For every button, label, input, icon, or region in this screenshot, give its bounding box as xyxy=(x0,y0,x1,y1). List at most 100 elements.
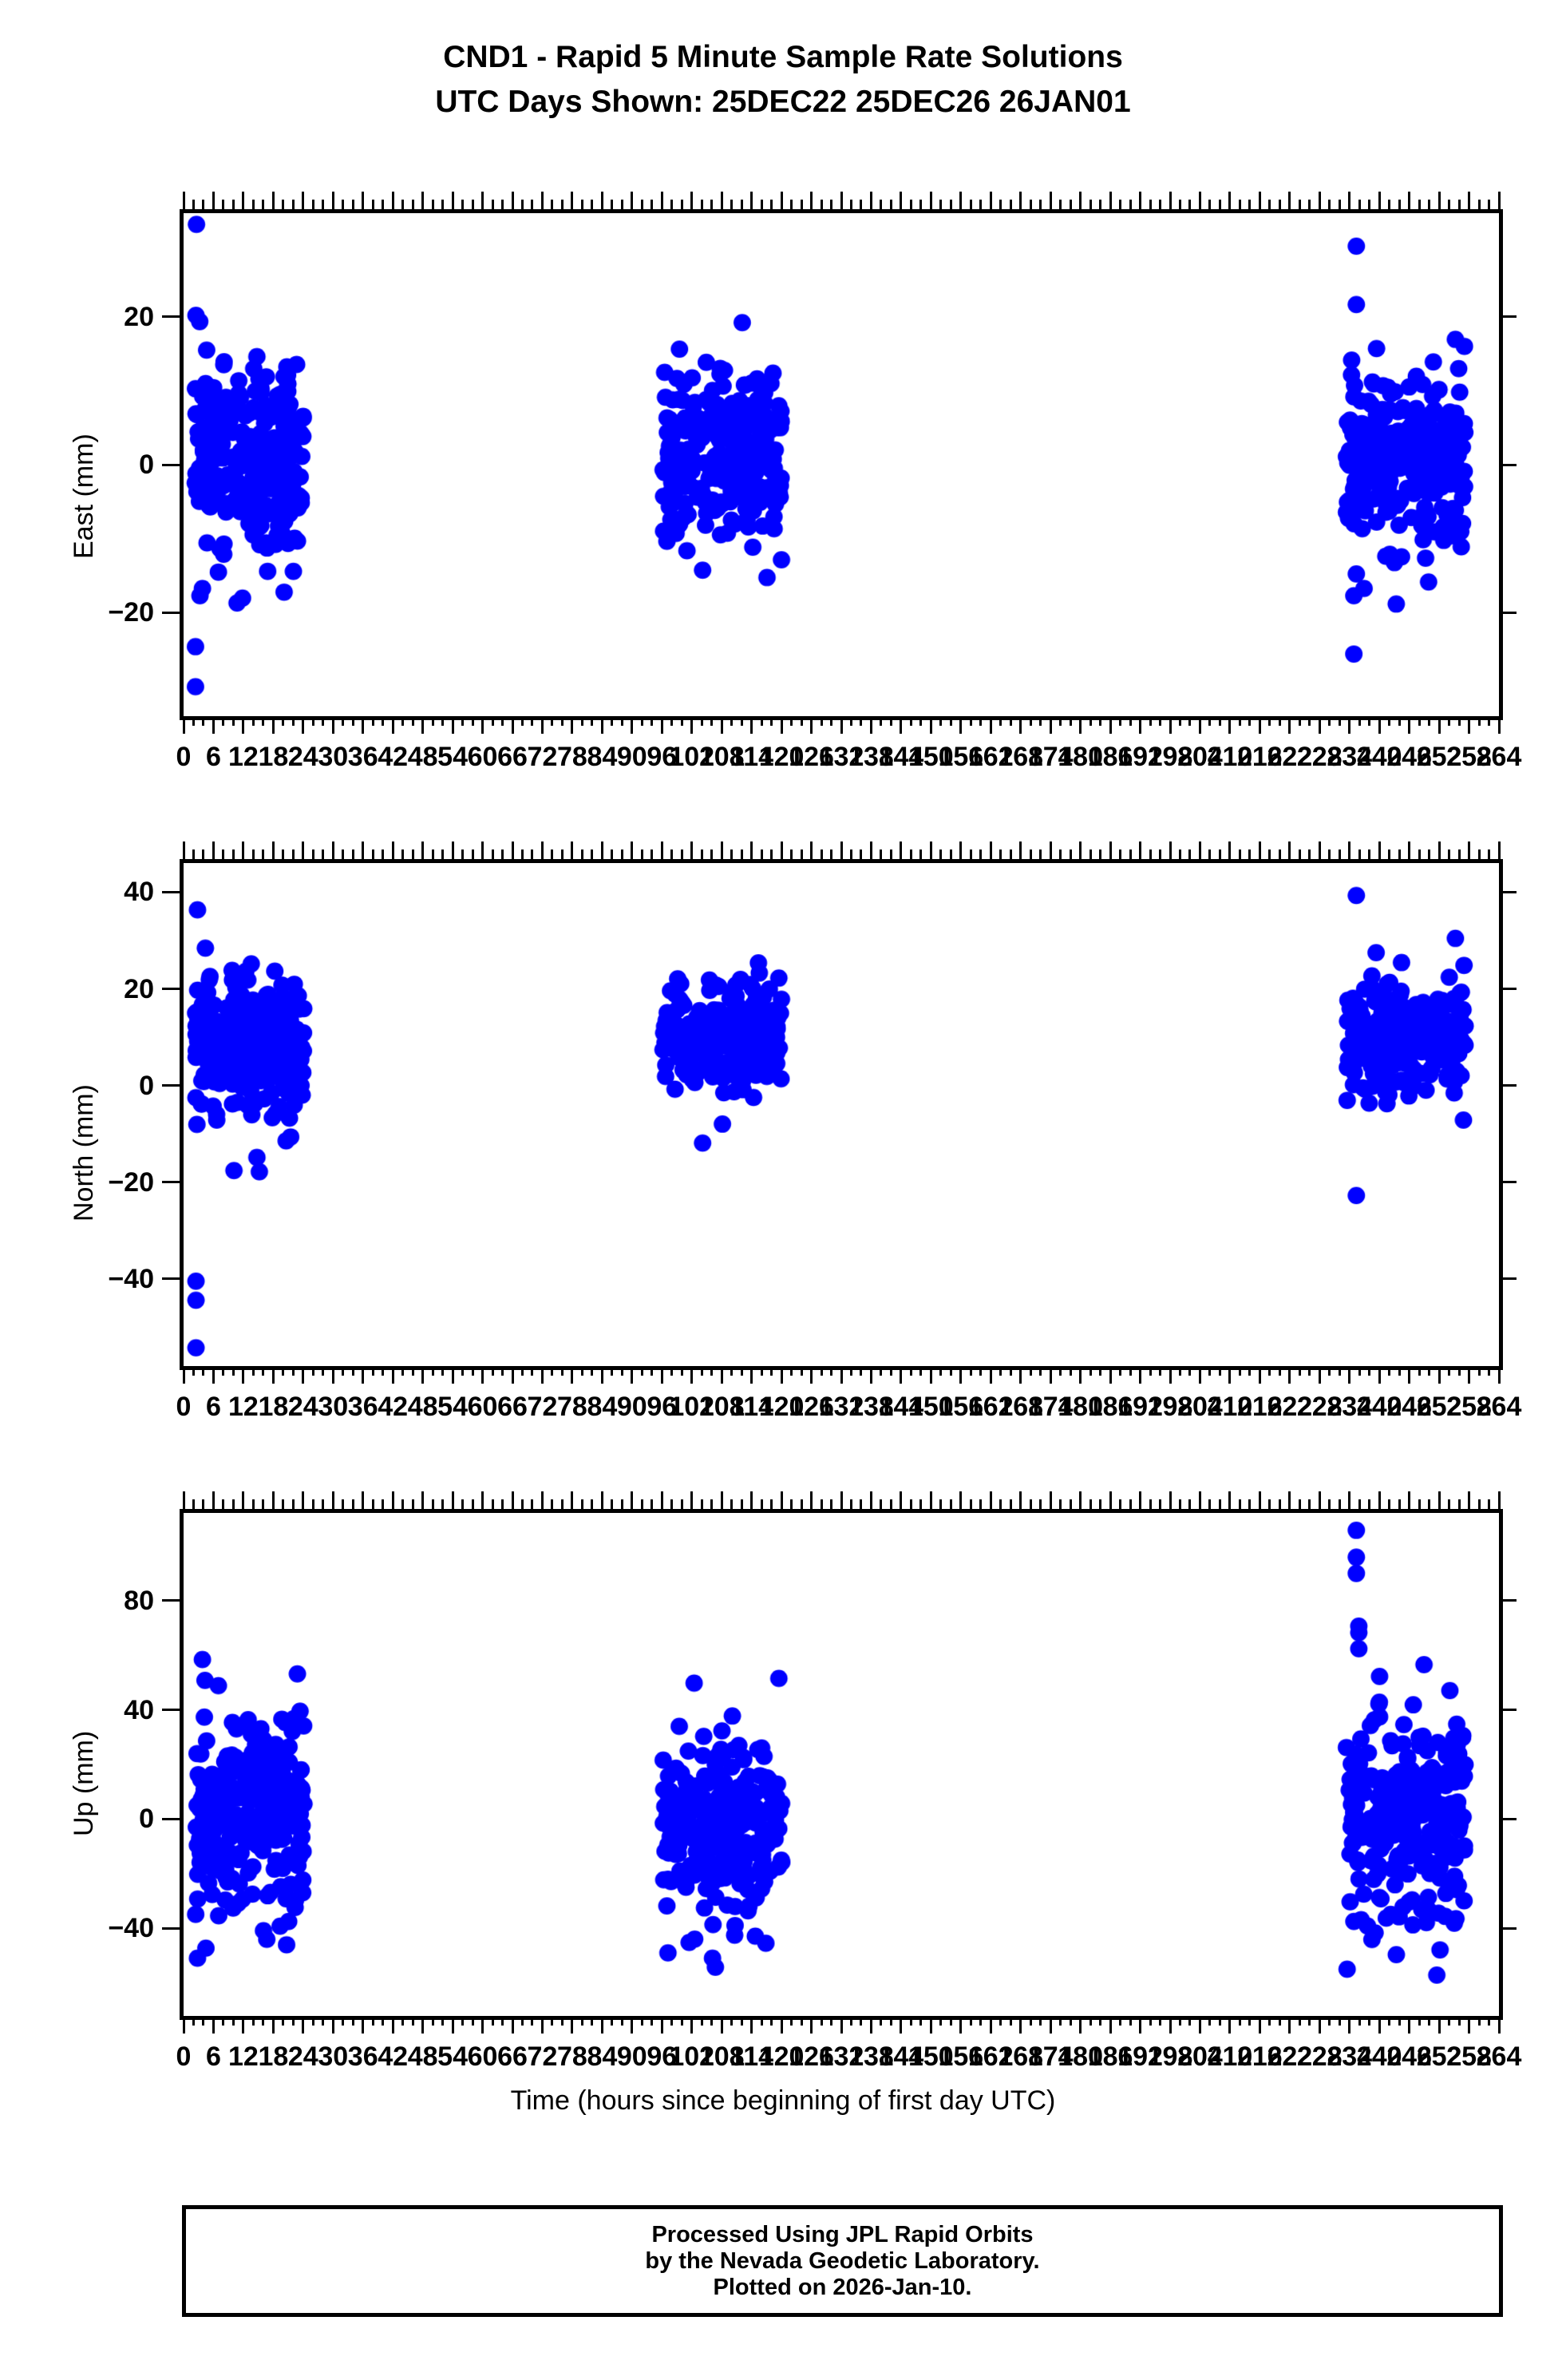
footer-credit-box: Processed Using JPL Rapid Orbits by the … xyxy=(182,2205,1503,2317)
x-tick-top xyxy=(1069,200,1072,209)
x-tick-label: 6 xyxy=(205,1392,221,1422)
x-tick-top xyxy=(919,849,923,859)
x-tick-top xyxy=(1497,192,1501,209)
x-tick-top xyxy=(1129,1499,1132,1509)
x-tick-top xyxy=(331,192,334,209)
x-tick-top xyxy=(949,200,952,209)
x-tick-top xyxy=(929,1491,932,1509)
y-tick-left xyxy=(162,1599,180,1602)
x-tick-top xyxy=(979,200,983,209)
x-tick-top xyxy=(501,200,504,209)
x-tick-label: 240 xyxy=(1356,2041,1402,2072)
x-tick-top xyxy=(830,1499,832,1509)
x-tick-top xyxy=(800,200,803,209)
x-tick-top xyxy=(600,842,603,859)
x-tick-top xyxy=(869,1491,872,1509)
x-tick-top xyxy=(640,1499,643,1509)
x-tick-top xyxy=(531,200,534,209)
x-tick-top xyxy=(830,200,832,209)
x-tick-label: 18 xyxy=(258,742,289,772)
x-tick-top xyxy=(1468,1491,1471,1509)
x-tick-top xyxy=(1109,842,1112,859)
x-tick-label: 216 xyxy=(1236,1392,1283,1422)
x-tick-label: 60 xyxy=(467,1392,498,1422)
x-tick-top xyxy=(740,200,743,209)
x-tick-top xyxy=(1477,849,1481,859)
x-tick-top xyxy=(251,1499,255,1509)
x-tick-top xyxy=(431,1499,434,1509)
x-tick-label: 258 xyxy=(1446,742,1492,772)
x-tick-top xyxy=(591,200,594,209)
scatter-canvas-up xyxy=(184,1513,1499,2016)
x-tick-label: 138 xyxy=(848,1392,894,1422)
x-tick-top xyxy=(1188,849,1192,859)
x-tick-label: 90 xyxy=(616,2041,647,2072)
x-tick-top xyxy=(1318,192,1321,209)
x-tick-top xyxy=(1198,192,1201,209)
x-tick-top xyxy=(322,849,325,859)
x-tick-top xyxy=(790,849,793,859)
x-tick-top xyxy=(810,842,813,859)
x-tick-top xyxy=(1049,842,1052,859)
x-tick-top xyxy=(1408,842,1411,859)
x-tick-label: 72 xyxy=(527,2041,558,2072)
x-tick-top xyxy=(461,200,465,209)
x-tick-top xyxy=(849,1499,852,1509)
y-tick-left xyxy=(162,1181,180,1184)
x-tick-label: 264 xyxy=(1476,2041,1522,2072)
x-tick-top xyxy=(1348,1491,1351,1509)
x-tick-top xyxy=(1139,1491,1142,1509)
x-tick-top xyxy=(760,200,763,209)
x-tick-top xyxy=(800,849,803,859)
x-tick-label: 96 xyxy=(647,2041,678,2072)
x-tick-top xyxy=(1159,849,1161,859)
x-tick-top xyxy=(531,849,534,859)
x-tick-top xyxy=(989,192,992,209)
x-tick-top xyxy=(291,849,295,859)
x-tick-top xyxy=(880,200,883,209)
x-tick-top xyxy=(1258,192,1261,209)
x-tick-label: 90 xyxy=(616,1392,647,1422)
x-tick-top xyxy=(1488,200,1490,209)
x-tick-top xyxy=(979,849,983,859)
x-tick-top xyxy=(600,1491,603,1509)
x-tick-label: 216 xyxy=(1236,742,1283,772)
x-tick-label: 222 xyxy=(1267,1392,1313,1422)
x-tick-top xyxy=(302,192,305,209)
x-tick-top xyxy=(222,1499,225,1509)
plot-panel-east xyxy=(180,209,1503,720)
x-tick-label: 12 xyxy=(227,1392,259,1422)
x-tick-top xyxy=(520,200,524,209)
x-tick-label: 0 xyxy=(176,742,192,772)
x-tick-top xyxy=(869,842,872,859)
x-tick-top xyxy=(710,200,714,209)
x-tick-label: 84 xyxy=(587,2041,618,2072)
x-tick-top xyxy=(611,849,614,859)
x-tick-top xyxy=(202,849,205,859)
x-tick-top xyxy=(631,842,634,859)
y-tick-label: 40 xyxy=(124,877,154,908)
x-tick-top xyxy=(909,200,912,209)
x-tick-top xyxy=(1477,200,1481,209)
footer-line-1: Processed Using JPL Rapid Orbits xyxy=(651,2221,1034,2247)
x-tick-top xyxy=(1228,842,1232,859)
x-tick-top xyxy=(750,842,753,859)
x-tick-label: 48 xyxy=(407,1392,438,1422)
x-tick-label: 30 xyxy=(318,742,349,772)
x-tick-label: 30 xyxy=(318,1392,349,1422)
x-tick-top xyxy=(1019,1491,1022,1509)
yaxis-title-up: Up (mm) xyxy=(69,1730,99,1836)
x-tick-top xyxy=(511,842,514,859)
x-tick-top xyxy=(929,192,932,209)
x-tick-top xyxy=(680,1499,683,1509)
x-tick-label: 246 xyxy=(1386,742,1432,772)
x-tick-label: 144 xyxy=(878,742,924,772)
x-tick-top xyxy=(620,849,623,859)
x-tick-top xyxy=(1029,849,1032,859)
x-tick-top xyxy=(591,1499,594,1509)
x-tick-top xyxy=(362,842,365,859)
x-tick-top xyxy=(491,1499,494,1509)
scatter-canvas-north xyxy=(184,863,1499,1366)
x-tick-top xyxy=(1169,842,1172,859)
x-tick-top xyxy=(342,200,345,209)
